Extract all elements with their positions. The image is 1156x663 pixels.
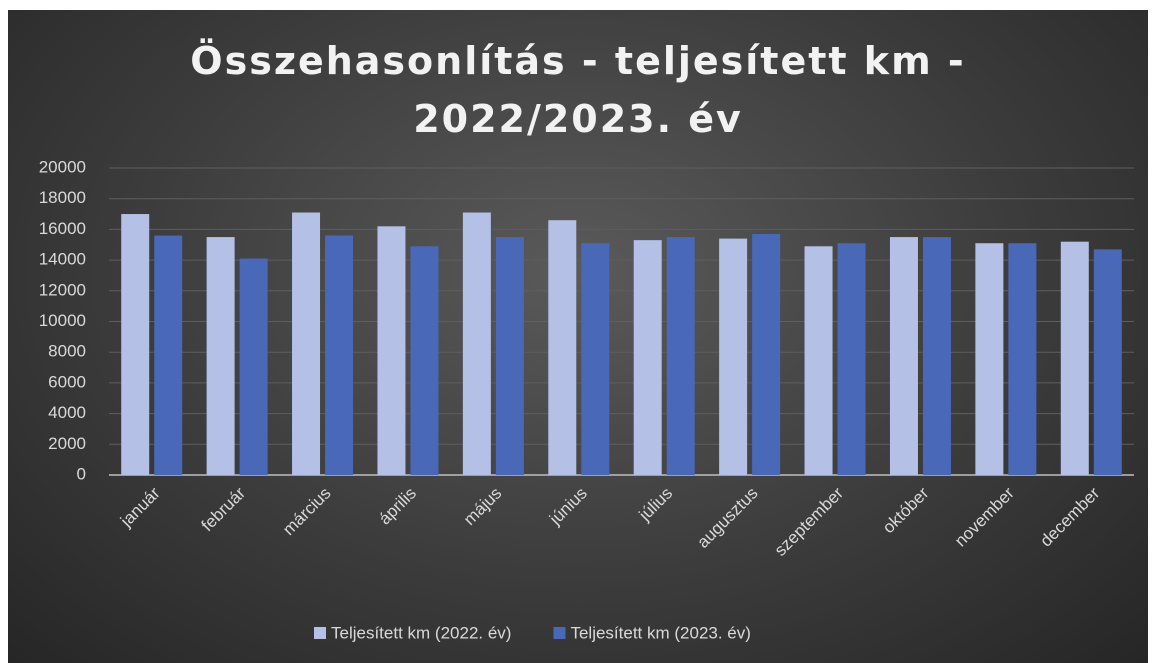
x-tick-label: december xyxy=(1036,483,1103,550)
x-tick-label: február xyxy=(198,483,250,535)
legend-label: Teljesített km (2022. év) xyxy=(331,623,511,642)
y-tick-label: 2000 xyxy=(48,434,86,453)
bar xyxy=(121,214,150,476)
bar xyxy=(719,238,748,475)
bar xyxy=(462,212,491,475)
plot: 0 2000 4000 6000 8000 10000 12000 14000 16000 180… xyxy=(39,157,1134,642)
y-tick-label: 0 xyxy=(77,464,86,483)
bar xyxy=(1008,243,1037,475)
chart-title: Összehasonlítás - teljesített km - 2022/… xyxy=(190,39,966,141)
x-tick-label: március xyxy=(279,484,335,540)
legend-label: Teljesített km (2023. év) xyxy=(570,623,750,642)
x-tick-label: október xyxy=(879,483,933,537)
y-tick-label: 8000 xyxy=(48,342,86,361)
legend-swatch xyxy=(553,627,566,639)
x-tick-label: január xyxy=(116,483,164,531)
bar xyxy=(1060,241,1089,475)
bar xyxy=(975,243,1004,475)
bar xyxy=(325,235,354,475)
bar xyxy=(1093,249,1122,475)
bar xyxy=(804,246,833,475)
bar xyxy=(410,246,439,475)
legend-swatch xyxy=(314,627,326,639)
y-tick-label: 6000 xyxy=(48,372,86,391)
bar xyxy=(581,243,610,475)
x-tick-label: május xyxy=(460,484,506,530)
bar xyxy=(239,258,268,475)
y-tick-label: 20000 xyxy=(39,157,86,176)
y-tick-label: 16000 xyxy=(39,219,86,238)
bar xyxy=(495,237,524,475)
bar xyxy=(292,212,321,475)
y-tick-label: 12000 xyxy=(39,280,86,299)
x-tick-label: november xyxy=(951,483,1018,550)
bar xyxy=(666,237,695,475)
bar xyxy=(837,243,866,475)
bar xyxy=(154,235,183,475)
y-tick-label: 18000 xyxy=(39,188,86,207)
bar xyxy=(889,237,918,475)
chart: Összehasonlítás - teljesített km - 2022/… xyxy=(8,10,1148,663)
bar xyxy=(548,220,577,475)
bar xyxy=(377,226,406,475)
bar xyxy=(752,234,781,475)
bar xyxy=(206,237,235,475)
y-tick-label: 4000 xyxy=(48,403,86,422)
bar xyxy=(633,240,662,475)
x-tick-label: április xyxy=(375,484,420,529)
x-tick-label: augusztus xyxy=(693,484,761,552)
bar xyxy=(922,237,951,475)
y-tick-label: 14000 xyxy=(39,250,86,269)
x-tick-label: szeptember xyxy=(771,483,847,559)
y-tick-label: 10000 xyxy=(39,311,86,330)
x-tick-label: június xyxy=(545,484,591,530)
x-tick-label: július xyxy=(635,484,677,526)
